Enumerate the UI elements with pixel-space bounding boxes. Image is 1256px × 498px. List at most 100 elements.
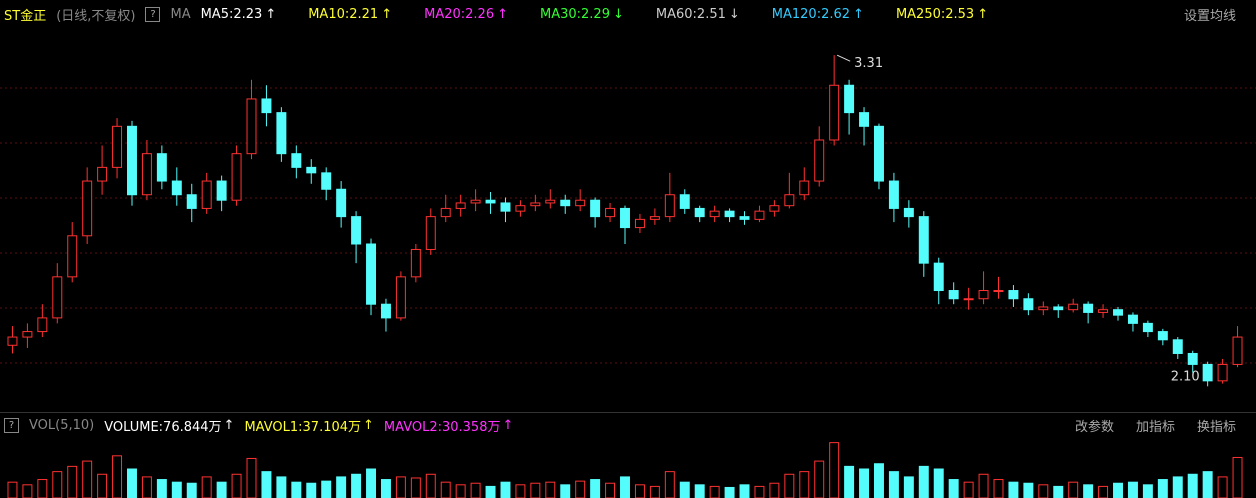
candle-body (22, 331, 33, 338)
candle-body (261, 98, 272, 114)
candle-body (649, 216, 660, 220)
volume-bar (276, 476, 287, 498)
candle-body (321, 172, 332, 190)
candle-body (216, 180, 227, 201)
candle-body (1157, 331, 1168, 341)
candle-body (1098, 309, 1109, 313)
volume-bar (829, 442, 840, 498)
stock-name: ST金正 (4, 8, 47, 24)
volume-bar (694, 484, 705, 498)
candle-body (380, 303, 391, 319)
ma-item: MA30:2.29 ↓ (540, 7, 634, 22)
candle-body (739, 216, 750, 220)
volume-bar (769, 482, 780, 498)
volume-bar (1187, 473, 1198, 498)
button[interactable]: 改参数 (1074, 419, 1114, 435)
candle-body (231, 153, 242, 201)
volume-bar (1068, 481, 1079, 498)
ma-item: MA250:2.53 ↑ (896, 7, 998, 22)
ma-arrow: ↑ (381, 6, 393, 22)
ma-item: MA5:2.23 ↑ (201, 7, 287, 22)
candle-body (1142, 322, 1153, 333)
candle-body (620, 207, 630, 229)
help[interactable]: ? (4, 417, 19, 433)
candle-body (724, 210, 735, 218)
candle-body (276, 112, 287, 155)
mode: (日线,不复权) (56, 8, 136, 24)
candle-body (814, 139, 825, 182)
volume-bar (1008, 481, 1019, 498)
volume-bar (844, 465, 855, 498)
volume-bar (127, 468, 137, 498)
volume-bar (306, 482, 317, 498)
volume-bar (739, 484, 750, 498)
volume-bar (859, 468, 870, 498)
volume-bar (351, 473, 362, 498)
volume-bar (67, 465, 78, 498)
volume-bar (246, 457, 257, 498)
volume-chart (7, 442, 1243, 498)
candle-body (784, 194, 795, 207)
candle-body (246, 98, 257, 155)
volume-bar (52, 471, 63, 498)
candle-body (903, 207, 914, 218)
candle-body (67, 235, 78, 278)
ma-item: MA120:2.62 ↑ (772, 7, 874, 22)
volume-bar (1217, 476, 1228, 498)
volume-bar (216, 481, 227, 498)
high-label: 3.31 (854, 56, 883, 71)
settings[interactable]: 设置均线 (1183, 8, 1236, 24)
candle-body (993, 290, 1004, 293)
candle-body (844, 84, 855, 114)
candle-body (1232, 336, 1243, 365)
volume-bar (709, 485, 720, 498)
candle-body (978, 290, 989, 300)
volume-header: ? VOL(5,10) VOLUME:76.844万 ↑ MAVOL1:37.10… (0, 412, 1256, 437)
candle-body (679, 194, 690, 209)
ma-item: MA60:2.51 ↓ (656, 7, 750, 22)
ma-value: MA250:2.53 (895, 6, 975, 22)
ma-value: MA20:2.26 (424, 6, 495, 22)
volume-bar (993, 479, 1004, 498)
ma-value: MA120:2.62 (771, 6, 851, 22)
ma-value: MA60:2.51 (655, 6, 726, 22)
volume-bar (664, 471, 675, 498)
candle-body (171, 180, 182, 196)
candle-body (873, 125, 884, 182)
volume-bar (1172, 476, 1183, 498)
ma-arrow: ↑ (265, 6, 277, 22)
candle-body (1187, 352, 1198, 365)
button[interactable]: 加指标 (1135, 419, 1175, 435)
volume-bar (649, 485, 660, 498)
candle-body (7, 336, 18, 346)
volume-bar (470, 482, 481, 498)
candle-body (82, 180, 93, 237)
volume-bar (141, 476, 152, 498)
volume-bar (156, 479, 167, 498)
vol-title: VOL(5,10) (29, 417, 95, 433)
candle-body (709, 210, 720, 218)
volume-bar (814, 460, 825, 498)
arrow: ↑ (502, 417, 514, 433)
volume-bar (1038, 484, 1049, 498)
candle-body (575, 199, 586, 207)
candle-body (634, 218, 645, 229)
help[interactable]: ? (145, 6, 161, 22)
candle-body (694, 207, 705, 218)
button[interactable]: 换指标 (1196, 419, 1236, 435)
volume-bar (1083, 484, 1094, 498)
volume-bar (530, 482, 541, 498)
volume-bar (1113, 482, 1123, 498)
volume-bar (291, 481, 302, 498)
candle-body (1023, 298, 1034, 311)
volume-bar (7, 481, 18, 498)
candle-body (500, 202, 511, 212)
candle-body (948, 290, 959, 300)
volume-bar (366, 468, 377, 498)
candle-body (1202, 363, 1213, 382)
volume-bar (485, 485, 496, 498)
candle-body (918, 216, 929, 264)
ma-arrow: ↓ (728, 6, 740, 22)
candle-body (963, 298, 974, 301)
volume-bar (784, 473, 795, 498)
